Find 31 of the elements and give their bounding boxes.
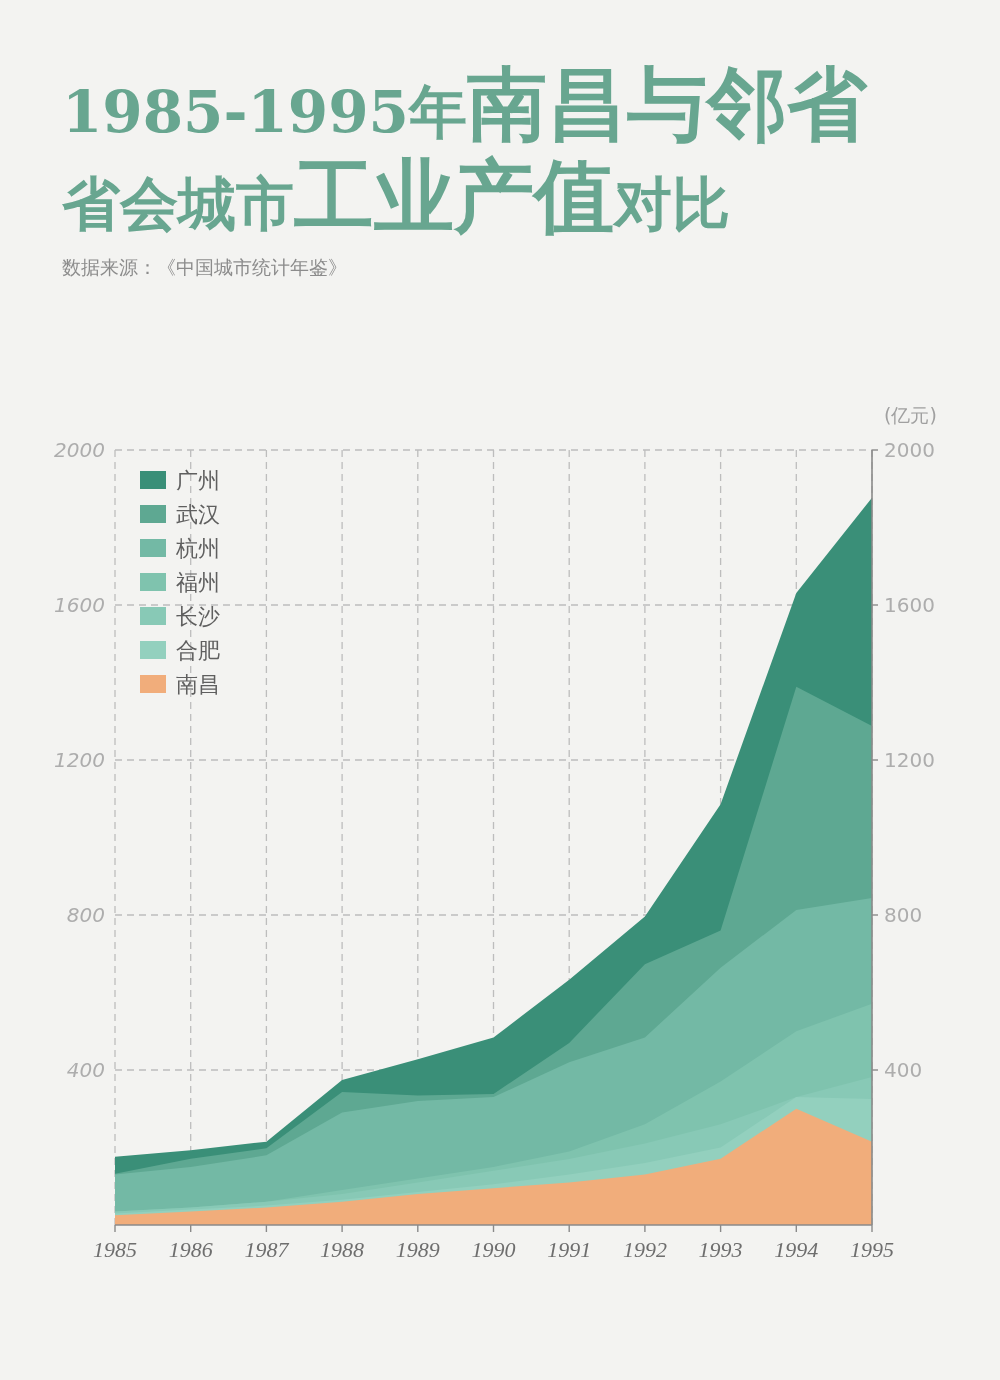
y2-axis-title: (亿元): [884, 404, 937, 426]
x-tick-label: 1989: [395, 1237, 440, 1262]
x-tick-label: 1995: [850, 1237, 894, 1262]
title: 1985-1995年南昌与邻省省会城市工业产值对比: [62, 57, 867, 243]
y2-tick-label: 2000: [884, 438, 935, 462]
x-tick-label: 1985: [93, 1237, 137, 1262]
legend-label: 合肥: [176, 638, 220, 663]
x-tick-label: 1986: [168, 1237, 213, 1262]
legend-label: 广州: [176, 468, 220, 493]
x-tick-label: 1991: [547, 1237, 592, 1262]
x-tick-label: 1987: [244, 1237, 290, 1262]
legend-label: 福州: [176, 570, 220, 595]
y-tick-label: 800: [66, 903, 105, 927]
x-tick-label: 1990: [471, 1237, 516, 1262]
legend-label: 南昌: [176, 672, 220, 697]
y2-tick-label: 1600: [884, 593, 935, 617]
y2-tick-label: 1200: [884, 748, 935, 772]
legend-label: 长沙: [176, 604, 220, 629]
y2-tick-label: 400: [884, 1058, 923, 1082]
legend-label: 杭州: [175, 536, 220, 561]
y-tick-label: 2000: [54, 438, 105, 462]
y2-tick-label: 800: [884, 903, 923, 927]
x-tick-label: 1992: [622, 1237, 667, 1262]
x-tick-label: 1994: [774, 1237, 819, 1262]
legend-label: 武汉: [176, 502, 220, 527]
x-tick-label: 1988: [320, 1237, 365, 1262]
y-tick-label: 1600: [54, 593, 105, 617]
x-tick-label: 1993: [698, 1237, 743, 1262]
source-note: 数据来源：《中国城市统计年鉴》: [62, 256, 347, 278]
y-tick-label: 1200: [54, 748, 105, 772]
y-tick-label: 400: [66, 1058, 105, 1082]
